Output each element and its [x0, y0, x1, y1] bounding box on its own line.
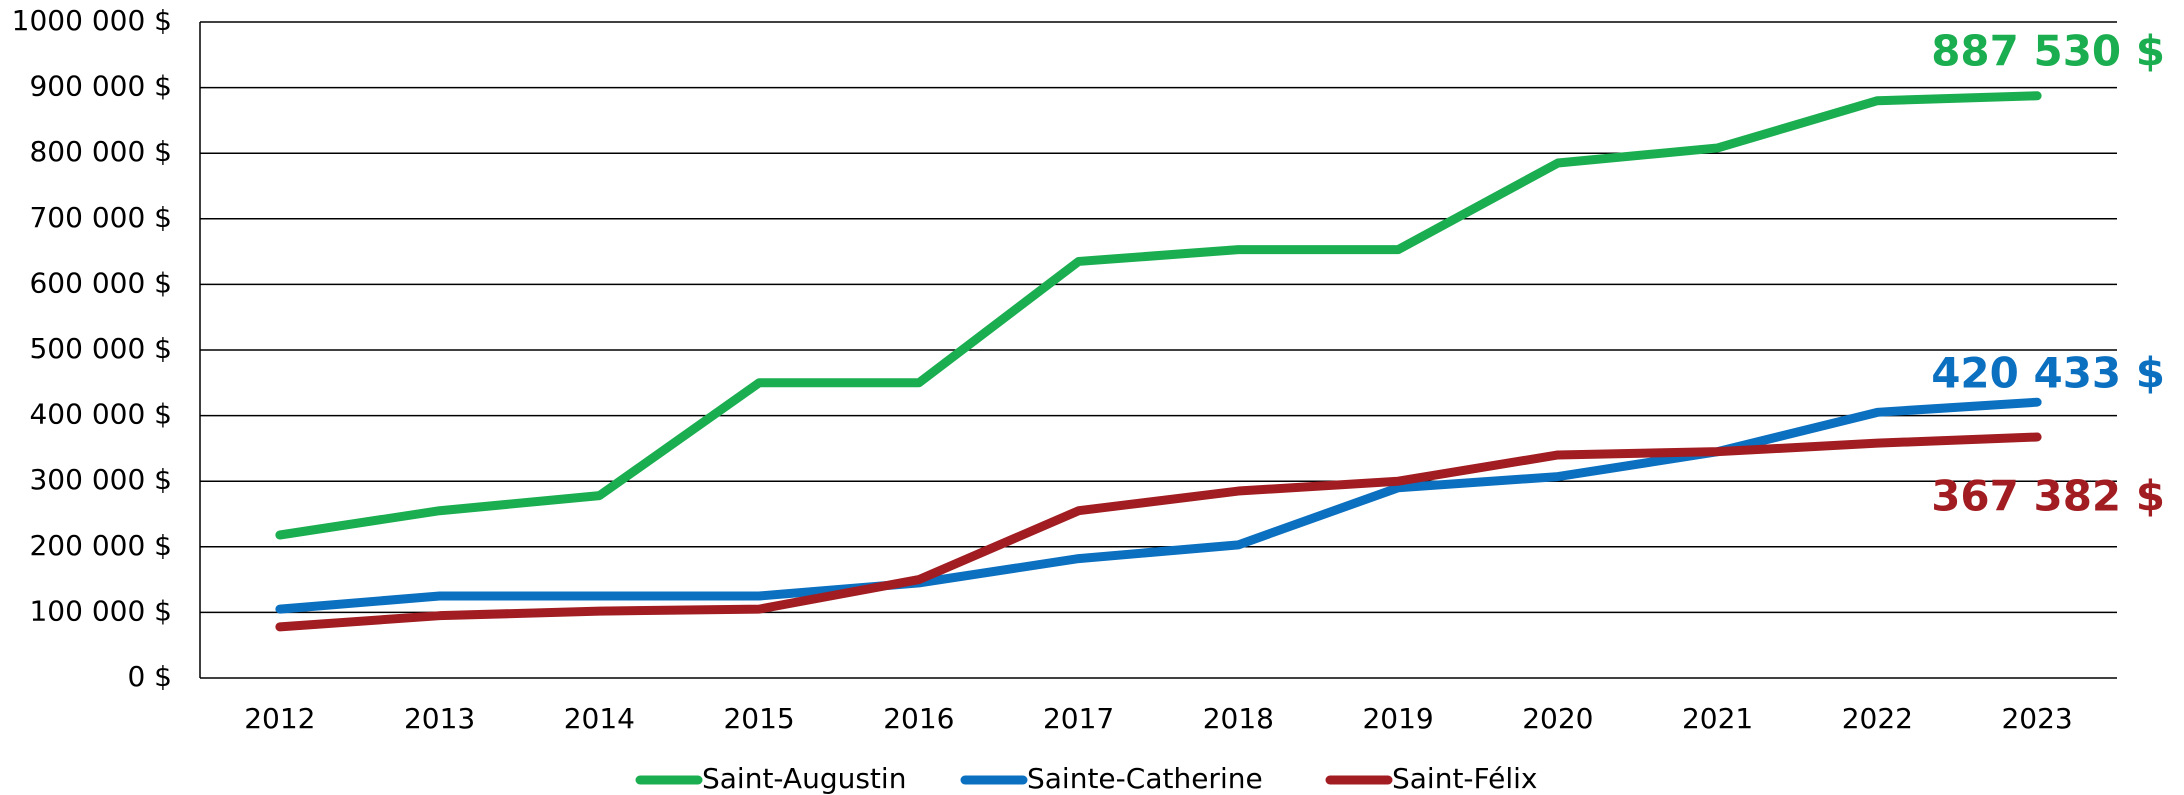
- x-tick-label: 2019: [1362, 702, 1433, 735]
- x-tick-label: 2013: [404, 702, 475, 735]
- y-tick-label: 800 000 $: [29, 135, 172, 168]
- legend-label: Saint-Félix: [1392, 762, 1537, 795]
- y-tick-label: 300 000 $: [29, 463, 172, 496]
- legend-label: Sainte-Catherine: [1027, 762, 1263, 795]
- x-tick-label: 2018: [1203, 702, 1274, 735]
- series-line: [275, 432, 2042, 632]
- series-line: [275, 397, 2042, 614]
- value-label: 887 530 $: [1931, 26, 2165, 75]
- x-tick-label: 2017: [1043, 702, 1114, 735]
- value-label: 367 382 $: [1931, 471, 2165, 520]
- x-tick-label: 2012: [244, 702, 315, 735]
- y-tick-label: 0 $: [127, 660, 172, 693]
- x-tick-label: 2016: [883, 702, 954, 735]
- x-tick-label: 2015: [723, 702, 794, 735]
- y-tick-label: 600 000 $: [29, 266, 172, 299]
- value-label: 420 433 $: [1931, 349, 2165, 398]
- y-tick-label: 200 000 $: [29, 529, 172, 562]
- y-tick-label: 1000 000 $: [12, 4, 172, 37]
- x-tick-label: 2014: [564, 702, 635, 735]
- y-tick-label: 100 000 $: [29, 594, 172, 627]
- series-line: [275, 91, 2042, 540]
- x-tick-label: 2023: [2001, 702, 2072, 735]
- x-tick-label: 2022: [1842, 702, 1913, 735]
- y-tick-label: 900 000 $: [29, 70, 172, 103]
- y-tick-label: 400 000 $: [29, 398, 172, 431]
- x-tick-label: 2020: [1522, 702, 1593, 735]
- x-tick-label: 2021: [1682, 702, 1753, 735]
- y-tick-label: 500 000 $: [29, 332, 172, 365]
- legend-label: Saint-Augustin: [702, 762, 906, 795]
- y-tick-label: 700 000 $: [29, 201, 172, 234]
